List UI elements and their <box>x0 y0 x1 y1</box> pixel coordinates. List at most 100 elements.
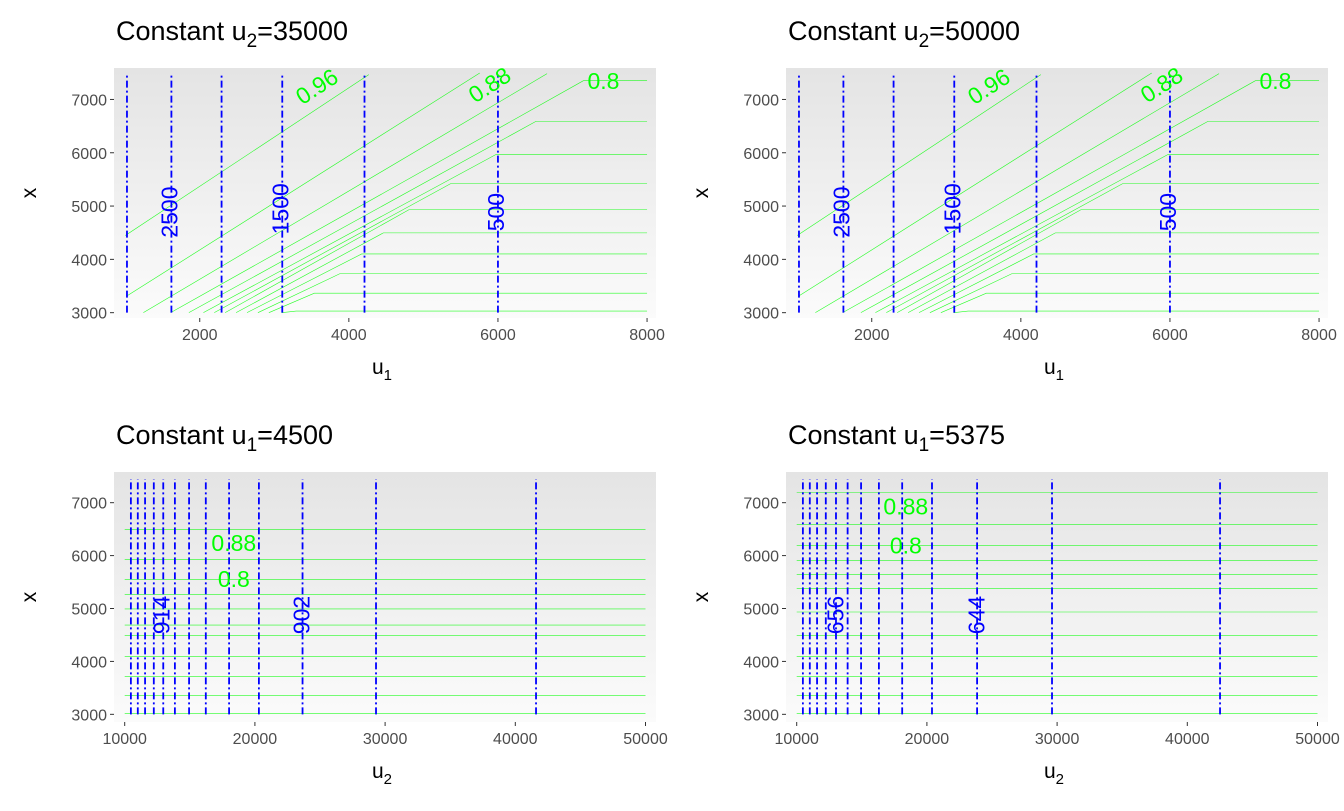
x-axis-label: u2 <box>372 760 392 788</box>
title-suffix: =50000 <box>929 16 1020 46</box>
plot-background <box>114 68 656 318</box>
x-axis-label: u1 <box>372 356 392 384</box>
x-tick-label: 8000 <box>629 327 665 344</box>
contour-line <box>897 209 1320 313</box>
x-tick-label: 30000 <box>363 731 408 748</box>
contour-line <box>842 80 1320 313</box>
title-prefix: Constant u <box>788 16 919 46</box>
contour-line <box>940 292 1320 313</box>
x-tick-label: 4000 <box>331 327 367 344</box>
title-subscript: 1 <box>247 435 258 456</box>
cost-line-label: 1500 <box>267 183 293 234</box>
y-tick-label: 5000 <box>71 602 107 619</box>
x-tick-label: 50000 <box>623 731 668 748</box>
contour-line <box>214 183 648 313</box>
title-subscript: 2 <box>247 31 258 52</box>
cost-line-label: 644 <box>963 596 989 635</box>
x-tick-label: 40000 <box>1165 731 1210 748</box>
x-tick-label: 2000 <box>854 327 890 344</box>
title-prefix: Constant u <box>788 420 919 450</box>
plot-background <box>786 472 1328 722</box>
plot-background <box>786 68 1328 318</box>
x-tick-label: 8000 <box>1301 327 1337 344</box>
contour-line <box>875 154 1320 313</box>
contour-label: 0.8 <box>1259 68 1291 94</box>
y-tick-label: 5000 <box>743 199 779 216</box>
x-axis-label-main: u <box>372 760 384 783</box>
x-tick-label: 10000 <box>774 731 819 748</box>
cost-line-label: 902 <box>289 596 315 634</box>
contour-line <box>170 80 648 313</box>
cost-line-label: 656 <box>823 596 849 634</box>
y-tick-label: 3000 <box>71 306 107 323</box>
y-tick-label: 3000 <box>743 306 779 323</box>
contour-label: 0.8 <box>890 533 922 559</box>
x-tick-label: 6000 <box>1152 327 1188 344</box>
x-axis-label: u2 <box>1044 760 1064 788</box>
x-axis-label-subscript: 2 <box>384 771 392 788</box>
y-tick-label: 4000 <box>743 654 779 671</box>
y-tick-label: 6000 <box>743 146 779 163</box>
cost-line-label: 500 <box>483 193 509 231</box>
y-tick-label: 3000 <box>743 707 779 724</box>
y-axis-label: x <box>690 591 713 602</box>
x-tick-label: 6000 <box>480 327 516 344</box>
contour-line <box>281 310 648 313</box>
y-tick-label: 6000 <box>743 549 779 566</box>
contour-line <box>246 253 648 313</box>
cost-line-label: 500 <box>1155 193 1181 231</box>
y-tick-label: 7000 <box>71 496 107 513</box>
contour-line <box>125 74 369 236</box>
y-tick-label: 7000 <box>743 496 779 513</box>
contour-line <box>929 273 1320 313</box>
x-axis-label-subscript: 1 <box>384 367 392 384</box>
contour-line <box>126 72 480 297</box>
contour-label: 0.8 <box>218 566 250 592</box>
cost-line-label: 914 <box>149 596 175 635</box>
title-subscript: 2 <box>919 31 930 52</box>
contour-line <box>797 74 1041 236</box>
x-tick-label: 20000 <box>233 731 278 748</box>
plot-background <box>114 472 656 722</box>
panel-3: Constant u1=4500 0.88 0.8 914 902 10000 20000 3… <box>18 420 668 788</box>
title-prefix: Constant u <box>116 16 247 46</box>
y-axis-label: x <box>18 187 41 198</box>
x-tick-label: 4000 <box>1003 327 1039 344</box>
contour-label: 0.88 <box>883 493 928 519</box>
contour-label: 0.88 <box>211 530 256 556</box>
contour-line <box>225 209 648 313</box>
y-axis-label: x <box>18 591 41 602</box>
contour-line <box>886 183 1320 313</box>
contour-line <box>860 120 1320 313</box>
contour-label: 0.8 <box>587 68 619 94</box>
contour-line <box>235 232 648 313</box>
contour-line <box>268 292 648 313</box>
panel-title: Constant u1=4500 <box>116 420 333 456</box>
cost-line-label: 1500 <box>939 183 965 234</box>
contour-line <box>815 73 1220 313</box>
y-tick-label: 6000 <box>71 549 107 566</box>
y-tick-label: 7000 <box>71 92 107 109</box>
y-tick-label: 7000 <box>743 92 779 109</box>
title-suffix: =35000 <box>257 16 348 46</box>
title-subscript: 1 <box>919 435 930 456</box>
title-prefix: Constant u <box>116 420 247 450</box>
contour-line <box>257 273 648 313</box>
contour-line <box>203 154 648 313</box>
x-axis-label-main: u <box>372 356 384 379</box>
x-tick-label: 10000 <box>102 731 147 748</box>
x-axis-label-main: u <box>1044 760 1056 783</box>
panel-title: Constant u1=5375 <box>788 420 1005 456</box>
x-axis-label: u1 <box>1044 356 1064 384</box>
y-tick-label: 4000 <box>743 252 779 269</box>
x-tick-label: 50000 <box>1295 731 1340 748</box>
x-axis-label-subscript: 1 <box>1056 367 1064 384</box>
contour-line <box>907 232 1320 313</box>
y-tick-label: 4000 <box>71 252 107 269</box>
x-tick-label: 40000 <box>493 731 538 748</box>
x-tick-label: 2000 <box>182 327 218 344</box>
contour-line <box>798 72 1152 297</box>
x-tick-label: 20000 <box>905 731 950 748</box>
contour-line <box>188 120 648 313</box>
